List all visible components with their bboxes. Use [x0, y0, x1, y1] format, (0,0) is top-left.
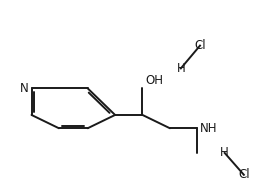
Text: H: H [220, 146, 229, 159]
Text: H: H [176, 62, 185, 75]
Text: N: N [20, 82, 29, 95]
Text: NH: NH [200, 122, 218, 135]
Text: Cl: Cl [238, 168, 250, 181]
Text: OH: OH [145, 74, 163, 87]
Text: Cl: Cl [194, 39, 206, 52]
